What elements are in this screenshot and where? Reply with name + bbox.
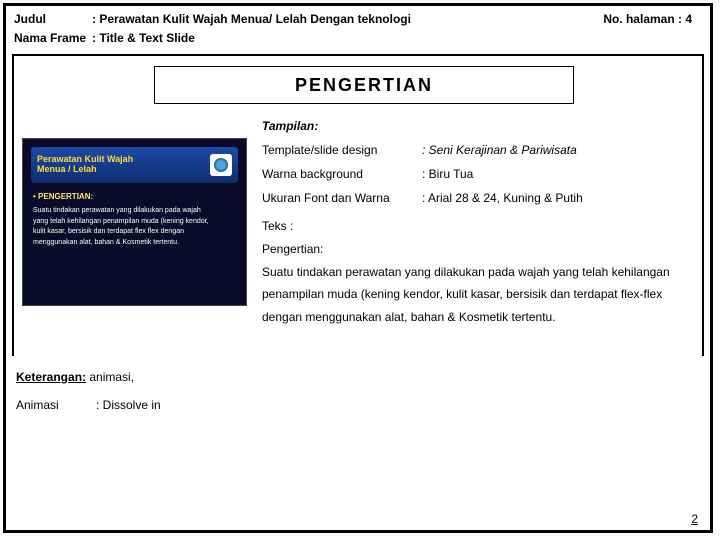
details-heading: Tampilan: xyxy=(262,119,692,133)
thumb-title-line2: Menua / Lelah xyxy=(37,165,210,175)
thumb-title-text: Perawatan Kulit Wajah Menua / Lelah xyxy=(37,155,210,175)
globe-icon xyxy=(214,158,228,172)
thumb-line: yang telah kehilangan penampilan muda (k… xyxy=(33,217,236,228)
thumb-line: kulit kasar, bersisik dan terdapat flex … xyxy=(33,227,236,238)
content-box: PENGERTIAN Perawatan Kulit Wajah Menua /… xyxy=(12,54,704,356)
details: Tampilan: Template/slide design : Seni K… xyxy=(262,119,692,329)
details-row: Ukuran Font dan Warna : Arial 28 & 24, K… xyxy=(262,191,692,205)
footer-row: Animasi : Dissolve in xyxy=(16,398,700,412)
title-banner: PENGERTIAN xyxy=(154,66,574,104)
detail-value: : Arial 28 & 24, Kuning & Putih xyxy=(422,191,692,205)
footer: Keterangan: animasi, Animasi : Dissolve … xyxy=(6,356,710,412)
header-row-frame: Nama Frame : Title & Text Slide xyxy=(14,31,702,45)
detail-label: Ukuran Font dan Warna xyxy=(262,191,422,205)
thumb-body: • PENGERTIAN: Suatu tindakan perawatan y… xyxy=(33,191,236,297)
thumb-heading: • PENGERTIAN: xyxy=(33,191,236,203)
footer-title-row: Keterangan: animasi, xyxy=(16,370,700,384)
footer-title: Keterangan: xyxy=(16,370,86,384)
page-frame: Judul : Perawatan Kulit Wajah Menua/ Lel… xyxy=(3,3,713,533)
page-number: 2 xyxy=(691,512,698,526)
header-row-judul: Judul : Perawatan Kulit Wajah Menua/ Lel… xyxy=(14,12,702,26)
footer-row-value: : Dissolve in xyxy=(96,398,161,412)
nama-frame-value: : Title & Text Slide xyxy=(92,31,702,45)
details-row: Template/slide design : Seni Kerajinan &… xyxy=(262,143,692,157)
thumb-logo xyxy=(210,154,232,176)
teks-label: Teks : xyxy=(262,215,692,238)
teks-body: Suatu tindakan perawatan yang dilakukan … xyxy=(262,261,692,329)
footer-row-label: Animasi xyxy=(16,398,96,412)
body-text: Teks : Pengertian: Suatu tindakan perawa… xyxy=(262,215,692,329)
detail-label: Template/slide design xyxy=(262,143,422,157)
judul-label: Judul xyxy=(14,12,92,26)
thumb-line: Suatu tindakan perawatan yang dilakukan … xyxy=(33,206,236,217)
detail-label: Warna background xyxy=(262,167,422,181)
page-label: No. halaman : 4 xyxy=(603,12,702,26)
details-row: Warna background : Biru Tua xyxy=(262,167,692,181)
slide-thumbnail: Perawatan Kulit Wajah Menua / Lelah • PE… xyxy=(22,138,247,306)
teks-sub: Pengertian: xyxy=(262,238,692,261)
detail-value: : Biru Tua xyxy=(422,167,692,181)
thumb-titlebar: Perawatan Kulit Wajah Menua / Lelah xyxy=(31,147,238,183)
nama-frame-label: Nama Frame xyxy=(14,31,92,45)
header: Judul : Perawatan Kulit Wajah Menua/ Lel… xyxy=(6,6,710,52)
footer-title-after: animasi, xyxy=(86,370,134,384)
thumb-line: menggunakan alat, bahan & Kosmetik terte… xyxy=(33,238,236,249)
judul-value: : Perawatan Kulit Wajah Menua/ Lelah Den… xyxy=(92,12,603,26)
detail-value: : Seni Kerajinan & Pariwisata xyxy=(422,143,692,157)
